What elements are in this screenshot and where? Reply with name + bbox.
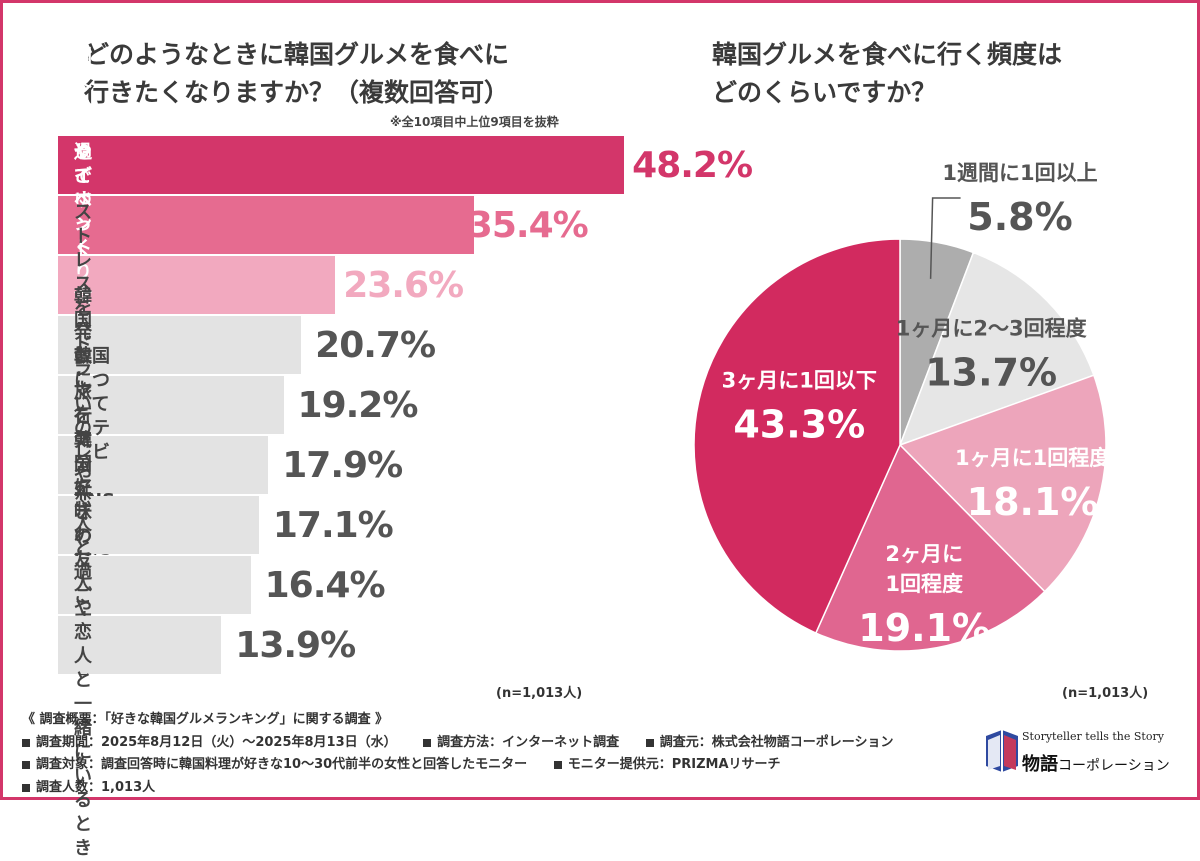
bar [58, 616, 222, 674]
bar-chart-title: どのようなときに韓国グルメを食べに 行きたくなりますか？（複数回答可） [84, 36, 509, 112]
leader-line [929, 197, 961, 279]
bullet-square-icon [22, 760, 30, 769]
footer-source: 調査元：株式会社物語コーポレーション [645, 735, 893, 750]
bar [58, 436, 269, 494]
bullet-square-icon [553, 760, 562, 769]
bar-value-label: 16.4% [264, 564, 386, 606]
footer-target: 調査対象：調査回答時に韓国料理が好きな10〜30代前半の女性と回答したモニター [22, 757, 527, 772]
company-logo: Storyteller tells the Story 物語コーポレーション [982, 718, 1182, 788]
bar [58, 376, 284, 434]
pie-chart-title-line-1: 韓国グルメを食べに行く頻度は [712, 40, 1063, 69]
bar-chart-sample-size: (n=1,013人) [496, 686, 583, 701]
pie-slice-label: 1ヶ月に1回程度 [955, 446, 1110, 470]
pie-slice [898, 374, 1107, 593]
bar [58, 556, 251, 614]
bar [58, 136, 625, 194]
bar [58, 256, 336, 314]
pie-slice-value: 18.1% [967, 480, 1099, 524]
bar-chart-title-line-1: どのようなときに韓国グルメを食べに [84, 40, 510, 69]
pie-chart-title: 韓国グルメを食べに行く頻度は どのくらいですか？ [712, 36, 1062, 112]
bar [58, 196, 474, 254]
pie-slice-value: 5.8% [967, 195, 1072, 239]
bar-value-label: 17.1% [272, 504, 394, 546]
pie-chart-sample-size: (n=1,013人) [1062, 686, 1149, 701]
pie-slice-value: 13.7% [925, 351, 1057, 395]
logo-name: 物語コーポレーション [1022, 754, 1170, 775]
bullet-square-icon [423, 738, 432, 747]
logo-tagline: Storyteller tells the Story [1022, 730, 1164, 743]
pie-slice-label: 1週間に1回以上 [942, 161, 1097, 185]
footer-provider: モニター提供元：PRIZMAリサーチ [553, 757, 781, 772]
card-frame [0, 0, 1200, 800]
footer-line-3: 調査対象：調査回答時に韓国料理が好きな10〜30代前半の女性と回答したモニター … [22, 753, 803, 772]
pie-slice [814, 443, 1046, 652]
pie-slice-label: 2ヶ月に [885, 542, 963, 566]
bar-chart-note: ※全10項目中上位9項目を抜粋 [390, 115, 559, 129]
pie-chart-title-line-2: どのくらいですか？ [712, 78, 937, 107]
bar-value-label: 20.7% [315, 324, 436, 366]
pie-slice [898, 251, 1095, 447]
pie-slice [693, 238, 901, 635]
bullet-square-icon [645, 738, 654, 747]
footer-period: 調査期間：2025年8月12日（火）〜2025年8月13日（水） [22, 735, 397, 750]
footer-count: 調査人数：1,013人 [22, 776, 155, 795]
bar-value-label: 35.4% [467, 204, 589, 246]
pie-slice-label: 1ヶ月に2〜3回程度 [896, 317, 1087, 341]
footer-line-2: 調査期間：2025年8月12日（火）〜2025年8月13日（水） 調査方法：イン… [22, 731, 915, 750]
footer-summary: 《 調査概要：「好きな韓国グルメランキング」に関する調査 》 [22, 712, 389, 727]
bar-value-label: 13.9% [235, 624, 356, 666]
footer-method: 調査方法：インターネット調査 [423, 735, 619, 750]
bar-value-label: 23.6% [343, 264, 464, 306]
bar-value-label: 48.2% [632, 144, 753, 186]
bar-value-label: 19.2% [297, 384, 419, 426]
bullet-square-icon [22, 738, 30, 747]
pie-chart: 1週間に1回以上 5.8% 1ヶ月に2〜3回程度 13.7% 1ヶ月に1回程度 18.1%… [693, 161, 1110, 652]
bar [58, 316, 302, 374]
pie-slice-value: 43.3% [733, 402, 865, 446]
bar-label: 韓国好きの友人や恋人と 一緒にいるとき [74, 430, 92, 859]
book-icon [986, 730, 1018, 772]
pie-slice-label: 1回程度 [885, 572, 963, 596]
pie-slice-value: 19.1% [858, 606, 990, 650]
pie-slice-label: 3ヶ月に1回以下 [722, 368, 877, 392]
bar-chart-title-line-2: 行きたくなりますか？（複数回答可） [84, 78, 510, 107]
bar [58, 496, 259, 554]
bar-value-label: 17.9% [282, 444, 403, 486]
bullet-square-icon [22, 783, 30, 792]
